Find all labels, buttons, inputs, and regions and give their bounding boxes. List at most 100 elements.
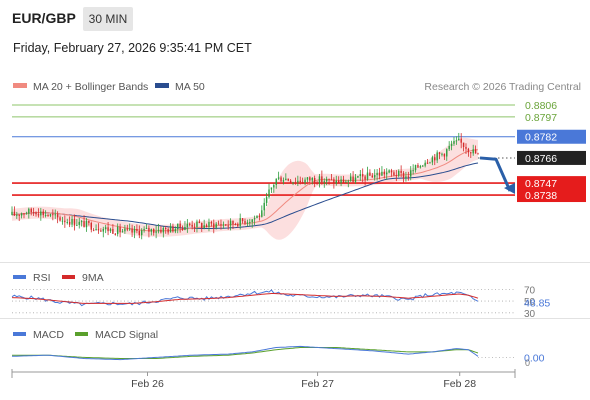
candle-body [316, 182, 318, 184]
macd-signal-line [12, 347, 479, 359]
candle-body [18, 214, 20, 216]
candle-body [95, 228, 97, 231]
candle-body [426, 162, 429, 164]
candle-body [422, 165, 424, 167]
candle-body [434, 157, 436, 161]
candle-body [349, 176, 352, 181]
candle-body [203, 225, 205, 228]
candle-body [155, 231, 157, 233]
candle-body [85, 220, 88, 228]
candle-body [280, 177, 282, 182]
panel-divider-price-rsi [0, 262, 590, 263]
macd-legend-swatch [13, 332, 26, 336]
candle-body [30, 208, 32, 213]
candle-body [285, 178, 287, 181]
candle-body [66, 221, 68, 223]
candle-body [157, 229, 160, 232]
candle-body [186, 223, 189, 228]
candle-body [28, 208, 30, 214]
candle-body [458, 138, 460, 141]
candle-body [114, 233, 117, 235]
candle-body [328, 178, 330, 180]
candle-body [273, 184, 275, 188]
candle-body [222, 224, 225, 226]
macd-signal-legend-label: MACD Signal [95, 329, 158, 341]
price-tag-1: 0.8797 [525, 112, 557, 124]
candle-body [148, 227, 150, 232]
candle-body [160, 229, 162, 233]
candle-body [73, 218, 76, 226]
price-tag-box-4 [517, 176, 586, 191]
candle-body [477, 153, 479, 155]
candle-body [35, 212, 37, 215]
candle-body [277, 177, 280, 179]
candle-body [217, 223, 220, 225]
candle-body [54, 214, 56, 216]
x-tick-label-1: Feb 27 [301, 378, 334, 390]
candle-body [388, 170, 390, 173]
candle-body [270, 187, 273, 190]
candle-body [42, 211, 44, 216]
candle-body [59, 217, 61, 221]
candle-body [97, 228, 100, 231]
candle-body [313, 177, 316, 183]
timeframe-badge[interactable]: 30 MIN [83, 7, 133, 31]
price-tag-0: 0.8806 [525, 100, 557, 112]
candle-body [20, 213, 23, 216]
candle-body [292, 182, 294, 184]
candle-body [429, 162, 431, 164]
candle-body [121, 231, 124, 233]
candle-body [301, 181, 304, 183]
macd-signal-legend-swatch [75, 332, 88, 336]
candle-body [83, 221, 85, 228]
candle-body [179, 223, 181, 228]
candle-body [297, 180, 299, 183]
candle-body [169, 226, 172, 233]
candle-body [246, 222, 249, 224]
candle-body [299, 180, 301, 182]
candle-body [460, 138, 462, 143]
candle-body [167, 229, 169, 233]
candle-body [398, 170, 400, 176]
candle-body [78, 221, 80, 225]
candle-body [376, 172, 378, 176]
candle-body [465, 146, 467, 149]
candle-body [225, 224, 227, 226]
candle-body [345, 181, 347, 183]
candle-body [104, 227, 107, 229]
candle-body [294, 182, 297, 184]
candle-body [330, 179, 333, 181]
candle-body [47, 214, 49, 216]
candle-body [311, 177, 313, 181]
candle-body [455, 140, 458, 142]
candle-body [227, 225, 229, 227]
candle-body [412, 170, 414, 172]
candle-body [364, 176, 366, 180]
candle-body [64, 220, 66, 223]
candle-body [49, 214, 52, 216]
rsi-legend-label: RSI [33, 272, 51, 284]
rsi-ma-legend-swatch [62, 275, 75, 279]
rsi-level-label-1: 50 [524, 297, 536, 308]
candle-body [289, 180, 292, 184]
candle-body [88, 220, 90, 223]
forecast-arrow [479, 156, 512, 192]
macd-zero-label: 0.00 [524, 352, 545, 364]
candle-body [361, 174, 364, 177]
candle-body [52, 214, 54, 216]
candle-body [210, 222, 213, 224]
candle-body [112, 229, 114, 234]
candle-body [16, 214, 18, 216]
candle-body [174, 229, 177, 232]
candle-body [61, 220, 64, 222]
candle-body [407, 176, 410, 178]
candle-body [191, 224, 193, 227]
candle-body [263, 202, 265, 211]
candle-body [256, 215, 258, 219]
candle-body [410, 170, 412, 177]
candle-body [181, 227, 184, 230]
candle-body [253, 218, 256, 220]
candle-body [140, 230, 143, 236]
candle-body [145, 227, 148, 229]
